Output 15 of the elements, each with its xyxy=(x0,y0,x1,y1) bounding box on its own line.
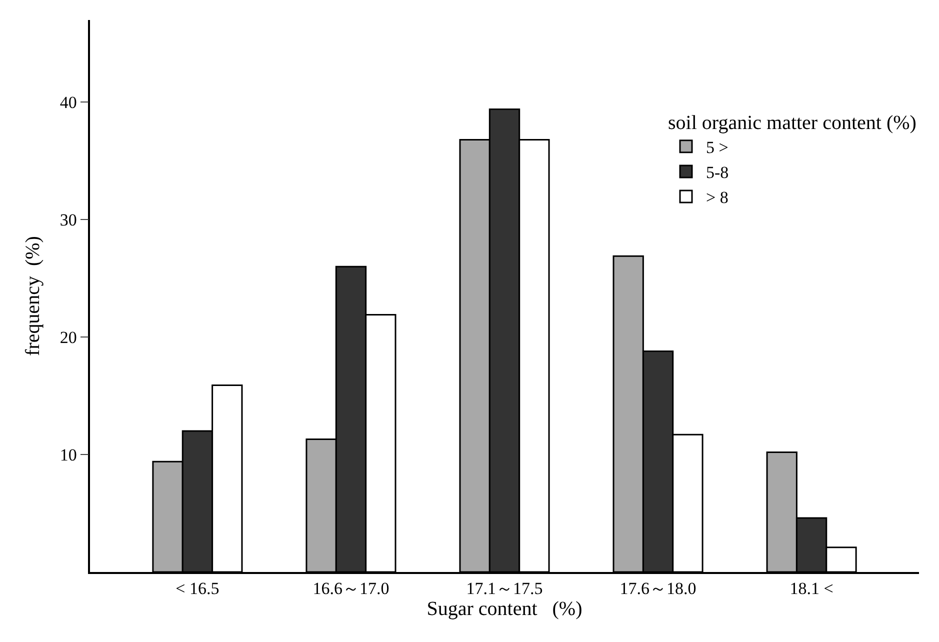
y-axis-title: frequency (%) xyxy=(22,236,44,356)
legend-label: > 8 xyxy=(706,188,728,208)
y-tick-label: 30 xyxy=(60,210,77,230)
x-axis-title: Sugar content (%) xyxy=(426,598,582,620)
y-tick-label: 20 xyxy=(60,328,77,348)
x-tick-label: 17.6～18.0 xyxy=(620,579,696,598)
legend-label: 5 > xyxy=(706,138,728,157)
y-tick-label: 40 xyxy=(60,93,77,112)
legend-label: 5-8 xyxy=(706,163,729,182)
x-tick-label: 17.1～17.5 xyxy=(466,579,543,598)
x-tick-label: 18.1 < xyxy=(790,579,834,598)
x-tick-label: 16.6～17.0 xyxy=(312,579,390,598)
x-tick-label: < 16.5 xyxy=(176,579,220,598)
y-tick-label: 10 xyxy=(60,446,77,464)
legend-title: soil organic matter content (%) xyxy=(668,112,916,134)
